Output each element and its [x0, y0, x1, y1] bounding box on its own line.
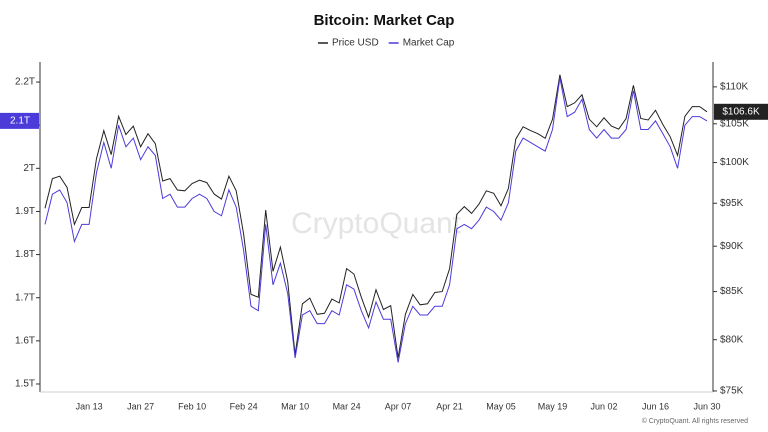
- x-tick-label: Jun 16: [642, 401, 669, 411]
- y-tick-label: 1.8T: [15, 249, 35, 260]
- series-line: [44, 74, 708, 358]
- x-tick-label: May 05: [486, 401, 516, 411]
- legend-label: Price USD: [332, 38, 379, 49]
- x-tick-label: May 19: [538, 401, 568, 411]
- x-tick-label: Mar 10: [281, 401, 309, 411]
- y2-tick-label: $100K: [720, 157, 749, 168]
- y2-tick-label: $80K: [720, 334, 744, 345]
- x-tick-label: Jan 13: [76, 401, 103, 411]
- current-value-box: [0, 112, 39, 129]
- x-tick-label: Apr 21: [436, 401, 463, 411]
- y2-tick-label: $90K: [720, 241, 744, 252]
- current-value-box: [714, 103, 768, 120]
- y2-tick-label: $105K: [720, 118, 749, 129]
- current-value-label: $106.6K: [722, 106, 760, 117]
- y-tick-label: 1.9T: [15, 206, 35, 217]
- x-tick-label: Jun 30: [693, 401, 720, 411]
- footer: © CryptoQuant. All rights reserved: [642, 417, 748, 425]
- y2-tick-label: $75K: [720, 386, 744, 397]
- x-tick-label: Feb 24: [230, 401, 258, 411]
- x-tick-label: Jun 02: [591, 401, 618, 411]
- y-tick-label: 1.6T: [15, 335, 35, 346]
- y2-tick-label: $85K: [720, 286, 744, 297]
- y2-tick-label: $95K: [720, 198, 744, 209]
- current-value-label: 2.1T: [10, 116, 30, 127]
- y-tick-label: 2.2T: [15, 77, 35, 88]
- y-tick-label: 2T: [23, 163, 35, 174]
- series-line: [44, 77, 708, 363]
- y-tick-label: 1.7T: [15, 292, 35, 303]
- x-tick-label: Feb 10: [178, 401, 206, 411]
- legend-label: Market Cap: [403, 38, 455, 49]
- chart-title: Bitcoin: Market Cap: [314, 12, 455, 29]
- x-tick-label: Apr 07: [385, 401, 412, 411]
- y2-tick-label: $110K: [720, 82, 749, 93]
- y-tick-label: 1.5T: [15, 379, 35, 390]
- x-tick-label: Mar 24: [333, 401, 361, 411]
- x-tick-label: Jan 27: [127, 401, 154, 411]
- watermark: CryptoQuant: [291, 207, 462, 240]
